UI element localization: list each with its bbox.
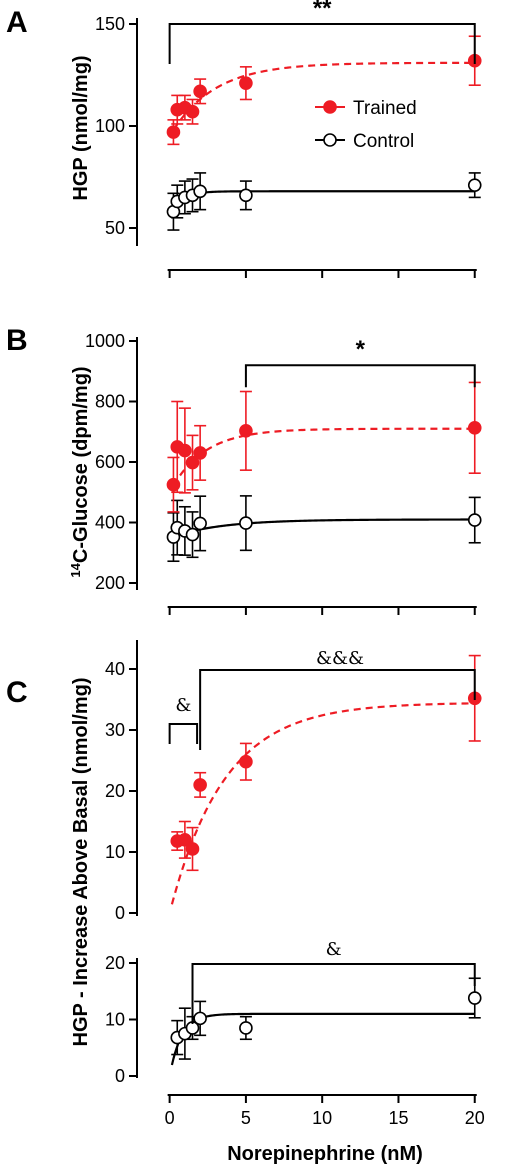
panel-c-lower-y-tick-label: 10 bbox=[105, 1010, 125, 1030]
panel-c-upper-significance-label: & bbox=[175, 695, 191, 716]
panel-c-upper-significance-label: &&& bbox=[316, 648, 364, 669]
panel-b-y-tick-label: 600 bbox=[95, 452, 125, 472]
panel-a-plot: 50 100 150 ** bbox=[95, 0, 482, 278]
panel-b-significance-label: * bbox=[356, 336, 366, 363]
x-tick-label: 20 bbox=[465, 1108, 485, 1128]
panel-b-significance-bracket bbox=[244, 364, 476, 388]
panel-letter-b: B bbox=[6, 324, 28, 357]
panel-letter-a: A bbox=[6, 6, 28, 39]
panel-a-control-point bbox=[193, 184, 207, 199]
legend-trained-label: Trained bbox=[353, 98, 417, 119]
panel-b-y-tick-label: 200 bbox=[95, 573, 125, 593]
panel-b-control-point bbox=[193, 516, 207, 531]
panel-c-trained-point bbox=[178, 832, 192, 847]
panel-b-plot: 200 400 600 800 1000 * bbox=[85, 331, 482, 615]
panel-a-significance-label: ** bbox=[313, 0, 332, 22]
x-tick-label: 15 bbox=[388, 1108, 408, 1128]
panel-c-upper-significance-bracket bbox=[199, 669, 476, 750]
panel-a-trained-point bbox=[166, 125, 181, 139]
panel-c-trained-point bbox=[239, 754, 253, 769]
panel-a-ylabel: HGP (nmol/mg) bbox=[70, 55, 92, 200]
panel-c-upper-y-tick-label: 10 bbox=[105, 842, 125, 862]
x-tick-label: 10 bbox=[312, 1108, 332, 1128]
panel-c-lower-plot: 0 10 20 & bbox=[105, 939, 482, 1086]
legend-control-label: Control bbox=[353, 131, 414, 152]
panel-c-trained-point bbox=[193, 778, 207, 792]
panel-b-control-point bbox=[185, 527, 200, 542]
panel-c-control-point bbox=[467, 991, 482, 1005]
panel-a-trained-point bbox=[193, 84, 207, 99]
panel-b-ylabel: 14C-Glucose (dpm/mg) bbox=[68, 366, 92, 577]
panel-a-y-tick-label: 50 bbox=[105, 218, 125, 238]
panel-b-trained-point bbox=[178, 443, 192, 458]
panel-a-trained-point bbox=[185, 104, 200, 119]
x-axis-label: Norepinephrine (nM) bbox=[227, 1143, 423, 1165]
panel-c-upper-y-tick-label: 30 bbox=[105, 720, 125, 740]
panel-b-trained-point bbox=[467, 421, 482, 435]
x-tick-label: 0 bbox=[165, 1108, 175, 1128]
panel-a-control-point bbox=[239, 188, 253, 203]
x-axis: 0 5 10 15 20 bbox=[165, 1094, 485, 1128]
legend-trained-marker bbox=[323, 100, 337, 114]
panel-c-trained-fit-curve bbox=[170, 702, 475, 905]
panel-a-trained-point bbox=[239, 76, 253, 90]
panel-b-y-tick-label: 800 bbox=[95, 392, 125, 412]
panel-c-upper-y-tick-label: 40 bbox=[105, 659, 125, 679]
panel-c-lower-significance-label: & bbox=[326, 939, 342, 960]
panel-b-trained-point bbox=[166, 477, 181, 492]
panel-b-trained-point bbox=[193, 446, 207, 460]
panel-c-upper-y-tick-label: 20 bbox=[105, 781, 125, 801]
panel-c-upper-y-tick-label: 0 bbox=[115, 903, 125, 923]
panel-c-ylabel: HGP - Increase Above Basal (nmol/mg) bbox=[70, 678, 92, 1047]
panel-a-y-tick-label: 100 bbox=[95, 116, 125, 136]
panel-a-control-point bbox=[467, 178, 482, 192]
legend: Trained Control bbox=[315, 98, 417, 152]
panel-b-trained-fit-curve bbox=[172, 427, 475, 487]
panel-c-lower-y-tick-label: 20 bbox=[105, 953, 125, 973]
panel-a-significance-bracket bbox=[168, 23, 476, 64]
panel-c-lower-significance-bracket bbox=[191, 963, 476, 1024]
panel-c-upper-significance-bracket bbox=[168, 723, 199, 744]
panel-c-control-point bbox=[193, 1011, 207, 1026]
panel-a-y-tick-label: 150 bbox=[95, 14, 125, 34]
panel-b-y-tick-label: 400 bbox=[95, 513, 125, 533]
panel-c-lower-y-tick-label: 0 bbox=[115, 1066, 125, 1086]
panel-b-trained-point bbox=[185, 455, 200, 470]
panel-a-trained-fit-curve bbox=[172, 61, 475, 131]
panel-b-control-point bbox=[467, 513, 482, 527]
panel-c-control-fit-curve bbox=[170, 1012, 475, 1066]
panel-c-trained-point bbox=[185, 842, 200, 856]
x-tick-label: 5 bbox=[241, 1108, 251, 1128]
panel-c-control-point bbox=[239, 1021, 253, 1035]
legend-control-marker bbox=[323, 133, 337, 147]
panel-b-trained-point bbox=[239, 424, 253, 438]
panel-b-control-point bbox=[239, 516, 253, 530]
panel-letter-c: C bbox=[6, 676, 28, 709]
panel-b-control-fit-curve bbox=[173, 518, 475, 538]
panel-a-control-fit-curve bbox=[172, 190, 475, 210]
panel-b-y-tick-label: 1000 bbox=[85, 331, 125, 351]
